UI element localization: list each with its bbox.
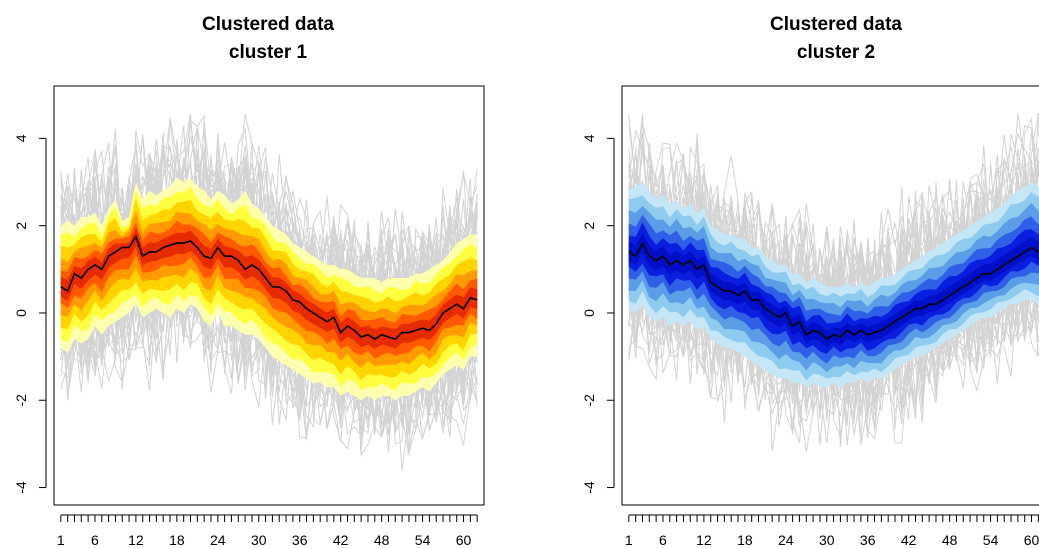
- y-axis: -4 -2 0 2 4: [581, 134, 615, 494]
- x-tick-label: 36: [860, 532, 876, 548]
- plot-inner: [60, 113, 478, 471]
- cluster-1-chart: Clustered data cluster 1 1 6 12 18 24 30 36 42 4…: [13, 14, 485, 548]
- y-tick-label: -2: [581, 394, 597, 407]
- x-tick-label: 54: [983, 532, 999, 548]
- fan-band: [60, 227, 478, 349]
- plot-inner: [628, 112, 1039, 452]
- x-tick-label: 6: [659, 532, 667, 548]
- y-tick-label: 4: [13, 134, 29, 142]
- y-axis: -4 -2 0 2 4: [13, 134, 47, 494]
- x-tick-label: 12: [696, 532, 712, 548]
- x-tick-label: 42: [901, 532, 917, 548]
- chart-title: Clustered data: [770, 14, 902, 35]
- fan-bands: [60, 177, 478, 401]
- x-tick-label: 30: [251, 532, 267, 548]
- plot-frame: [53, 85, 485, 506]
- x-axis: 1 6 12 18 24 30 36 42 48 54 60: [57, 514, 478, 548]
- y-tick-label: 0: [13, 309, 29, 317]
- x-tick-label: 24: [778, 532, 794, 548]
- y-tick-label: -4: [581, 481, 597, 494]
- x-tick-label: 36: [292, 532, 308, 548]
- x-tick-label: 48: [942, 532, 958, 548]
- trace-line: [60, 242, 478, 453]
- fan-band: [628, 192, 1039, 381]
- y-tick-label: 4: [581, 134, 597, 142]
- chart-subtitle: cluster 1: [229, 42, 308, 63]
- x-tick-label: 18: [169, 532, 185, 548]
- median-line: [60, 234, 478, 341]
- cluster-2-chart: Clustered data cluster 2 1 6 12 18 24 30 36 42 4…: [581, 14, 1039, 548]
- trace-line: [60, 126, 478, 368]
- x-tick-label: 1: [57, 532, 65, 548]
- x-tick-label: 6: [91, 532, 99, 548]
- x-tick-label: 24: [210, 532, 226, 548]
- x-tick-label: 18: [737, 532, 753, 548]
- median-line: [628, 241, 1039, 341]
- trace-line: [628, 148, 1039, 338]
- x-tick-label: 42: [333, 532, 349, 548]
- fan-band: [628, 203, 1039, 373]
- x-tick-label: 30: [819, 532, 835, 548]
- y-tick-label: -2: [13, 394, 29, 407]
- chart-subtitle: cluster 2: [797, 42, 875, 63]
- y-tick-label: -4: [13, 481, 29, 494]
- plot-frame: [621, 85, 1039, 506]
- x-tick-label: 60: [1024, 532, 1039, 548]
- x-tick-label: 12: [128, 532, 144, 548]
- chart-title: Clustered data: [202, 14, 334, 35]
- y-tick-label: 2: [581, 222, 597, 230]
- y-tick-label: 0: [581, 309, 597, 317]
- x-tick-label: 48: [374, 532, 390, 548]
- x-tick-label: 54: [415, 532, 431, 548]
- x-tick-label: 60: [456, 532, 472, 548]
- x-tick-label: 1: [625, 532, 633, 548]
- x-axis: 1 6 12 18 24 30 36 42 48 54 60: [625, 514, 1039, 548]
- y-tick-label: 2: [13, 222, 29, 230]
